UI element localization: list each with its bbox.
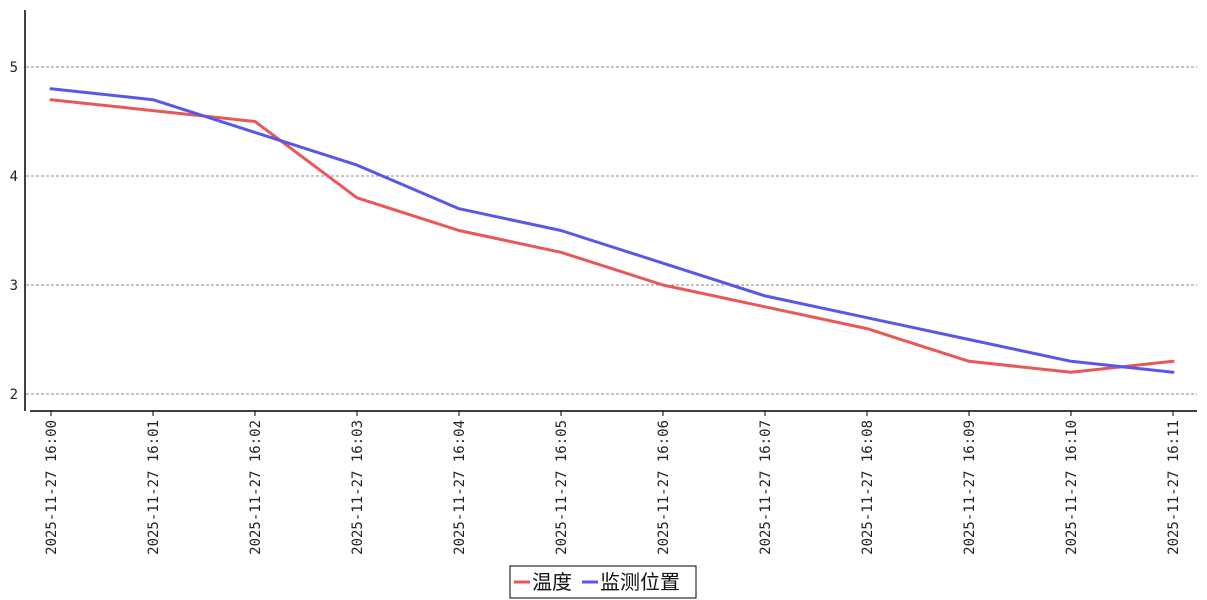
x-tick-label: 2025-11-27 16:01 [146, 420, 162, 555]
series-line-1 [49, 98, 1175, 374]
y-tick-label: 5 [10, 60, 18, 76]
grid-lines [26, 66, 1197, 395]
legend-label-1: 温度 [532, 570, 572, 594]
y-tick-label: 4 [10, 169, 18, 185]
x-tick-label: 2025-11-27 16:05 [554, 420, 570, 555]
y-tick-label: 2 [10, 387, 18, 403]
axes [24, 10, 1197, 412]
x-tick-label: 2025-11-27 16:08 [860, 420, 876, 555]
legend: 温度 监测位置 [509, 565, 697, 599]
x-tick-label: 2025-11-27 16:10 [1064, 420, 1080, 555]
series-lines [49, 87, 1175, 374]
x-tick-label: 2025-11-27 16:06 [656, 420, 672, 555]
x-tick-label: 2025-11-27 16:04 [452, 420, 468, 555]
x-tick-label: 2025-11-27 16:09 [962, 420, 978, 555]
y-tick-labels: 2 3 4 5 [10, 60, 18, 403]
x-tick-label: 2025-11-27 16:00 [44, 420, 60, 555]
y-tick-label: 3 [10, 278, 18, 294]
legend-box [509, 565, 697, 599]
x-tick-label: 2025-11-27 16:03 [350, 420, 366, 555]
x-tick-labels: 2025-11-27 16:00 2025-11-27 16:01 2025-11-… [44, 411, 1182, 555]
x-tick-label: 2025-11-27 16:11 [1166, 420, 1182, 555]
x-tick-label: 2025-11-27 16:02 [248, 420, 264, 555]
x-tick-label: 2025-11-27 16:07 [758, 420, 774, 555]
series-line-2 [49, 87, 1175, 374]
legend-label-2: 监测位置 [600, 570, 680, 594]
